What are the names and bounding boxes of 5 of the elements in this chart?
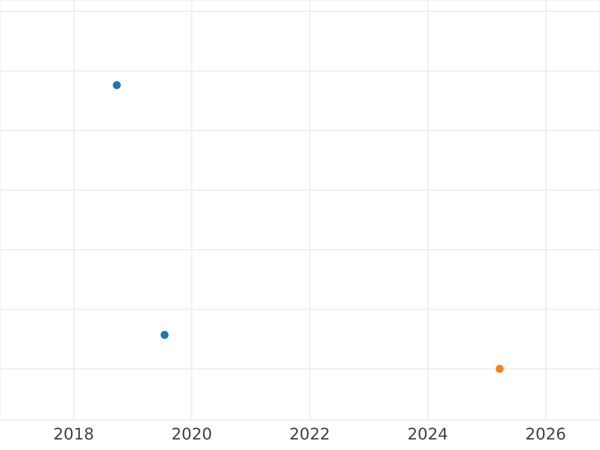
x-tick-label: 2022 (289, 424, 330, 444)
x-tick-label: 2026 (525, 424, 566, 444)
x-tick-label: 2018 (53, 424, 94, 444)
x-tick-label: 2020 (171, 424, 212, 444)
x-tick-label: 2024 (407, 424, 448, 444)
